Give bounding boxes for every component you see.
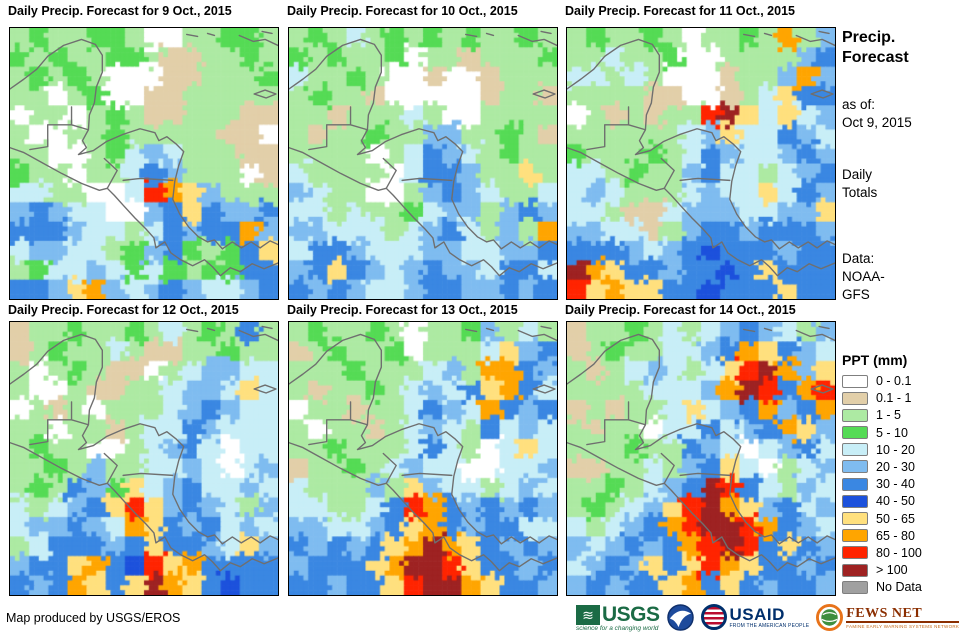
- legend-swatch: [842, 408, 868, 422]
- precip-raster: [567, 322, 835, 595]
- legend-swatch: [842, 546, 868, 560]
- panel-title-oct12: Daily Precip. Forecast for 12 Oct., 2015: [8, 303, 239, 317]
- data-source-line1: NOAA-: [842, 269, 885, 284]
- fewsnet-logo-text: FEWS NET: [846, 606, 960, 623]
- legend-swatch: [842, 512, 868, 525]
- usaid-logo: USAID FROM THE AMERICAN PEOPLE: [700, 604, 810, 630]
- noaa-seagull-icon: [666, 603, 694, 631]
- forecast-map-oct13: [288, 321, 558, 596]
- legend-row: No Data: [842, 580, 922, 594]
- legend-row: 5 - 10: [842, 426, 922, 440]
- precip-raster: [289, 322, 557, 595]
- usaid-tagline: FROM THE AMERICAN PEOPLE: [729, 622, 810, 629]
- as-of-date: Oct 9, 2015: [842, 115, 912, 130]
- legend-swatch: [842, 443, 868, 457]
- forecast-map-oct11: [566, 27, 836, 300]
- usgs-wave-icon: ≋: [576, 604, 600, 625]
- usgs-logo: ≋ USGS science for a changing world: [576, 603, 660, 632]
- legend-swatch: [842, 391, 868, 405]
- legend-label: 5 - 10: [876, 425, 908, 440]
- coastline-overlay: [289, 30, 557, 277]
- panel-title-oct11: Daily Precip. Forecast for 11 Oct., 2015: [565, 4, 795, 18]
- legend-label: 1 - 5: [876, 408, 902, 423]
- legend-label: 0 - 0.1: [876, 374, 912, 388]
- legend-swatch: [842, 563, 868, 577]
- legend-label: 20 - 30: [876, 459, 915, 474]
- totals-line1: Daily: [842, 167, 873, 182]
- totals-block: Daily Totals: [842, 166, 877, 202]
- legend-swatch: [842, 580, 868, 594]
- fewsnet-tagline: FAMINE EARLY WARNING SYSTEMS NETWORK: [846, 623, 960, 629]
- legend-row: 0 - 0.1: [842, 374, 922, 388]
- legend-swatch: [842, 426, 868, 440]
- forecast-map-oct10: [288, 27, 558, 300]
- panel-title-oct9: Daily Precip. Forecast for 9 Oct., 2015: [8, 4, 232, 18]
- legend-swatch: [842, 460, 868, 474]
- legend-label: > 100: [876, 563, 908, 578]
- sidebar-title: Precip. Forecast: [842, 28, 909, 68]
- forecast-map-oct12: [9, 321, 279, 596]
- legend-row: 30 - 40: [842, 477, 922, 491]
- coastline-overlay: [567, 30, 835, 277]
- legend-label: 50 - 65: [876, 511, 915, 526]
- forecast-map-oct9: [9, 27, 279, 300]
- usaid-seal-icon: [700, 604, 727, 630]
- totals-line2: Totals: [842, 185, 878, 200]
- legend-label: No Data: [876, 580, 922, 595]
- legend-row: 40 - 50: [842, 494, 922, 508]
- legend-swatch: [842, 494, 868, 508]
- panel-title-oct10: Daily Precip. Forecast for 10 Oct., 2015: [287, 4, 518, 18]
- precip-raster: [10, 28, 278, 299]
- map-credit: Map produced by USGS/EROS: [6, 611, 181, 625]
- panel-title-oct13: Daily Precip. Forecast for 13 Oct., 2015: [287, 303, 518, 317]
- usaid-logo-text: USAID: [729, 604, 785, 624]
- legend-label: 80 - 100: [876, 545, 922, 560]
- coastline-overlay: [10, 30, 278, 277]
- legend-row: 65 - 80: [842, 529, 922, 543]
- as-of-label: as of:: [842, 97, 876, 112]
- data-source-label: Data:: [842, 251, 875, 266]
- legend-label: 40 - 50: [876, 494, 915, 509]
- legend-row: 10 - 20: [842, 443, 922, 457]
- legend-label: 65 - 80: [876, 528, 915, 543]
- legend-swatch: [842, 374, 868, 388]
- legend-swatch: [842, 529, 868, 543]
- legend-title: PPT (mm): [842, 352, 908, 368]
- precip-raster: [289, 28, 557, 299]
- precip-raster: [10, 322, 278, 595]
- legend-label: 0.1 - 1: [876, 391, 912, 406]
- legend-row: 1 - 5: [842, 408, 922, 422]
- as-of-block: as of: Oct 9, 2015: [842, 96, 912, 132]
- usgs-logo-text: USGS: [602, 602, 660, 626]
- legend-swatch: [842, 477, 868, 491]
- partner-logos: ≋ USGS science for a changing world USAI…: [576, 602, 960, 632]
- legend-row: > 100: [842, 563, 922, 577]
- coastline-overlay: [10, 325, 278, 572]
- fewsnet-globe-icon: [816, 603, 844, 631]
- noaa-logo: [666, 603, 694, 631]
- fewsnet-logo: FEWS NET FAMINE EARLY WARNING SYSTEMS NE…: [816, 603, 960, 631]
- sidebar-title-line1: Precip.: [842, 29, 896, 46]
- usgs-tagline: science for a changing world: [576, 624, 659, 632]
- legend-row: 50 - 65: [842, 512, 922, 526]
- precip-raster: [567, 28, 835, 299]
- forecast-map-oct14: [566, 321, 836, 596]
- panel-title-oct14: Daily Precip. Forecast for 14 Oct., 2015: [565, 303, 796, 317]
- legend-label: 30 - 40: [876, 477, 915, 492]
- data-source-block: Data: NOAA- GFS: [842, 250, 885, 304]
- data-source-line2: GFS: [842, 287, 870, 302]
- legend-row: 80 - 100: [842, 546, 922, 560]
- legend-row: 20 - 30: [842, 460, 922, 474]
- coastline-overlay: [567, 325, 835, 572]
- coastline-overlay: [289, 325, 557, 572]
- legend-label: 10 - 20: [876, 442, 915, 457]
- sidebar-title-line2: Forecast: [842, 49, 909, 66]
- legend-row: 0.1 - 1: [842, 391, 922, 405]
- legend-entries: 0 - 0.1 0.1 - 1 1 - 5 5 - 10 10 - 20 20 - 30 3…: [842, 374, 922, 597]
